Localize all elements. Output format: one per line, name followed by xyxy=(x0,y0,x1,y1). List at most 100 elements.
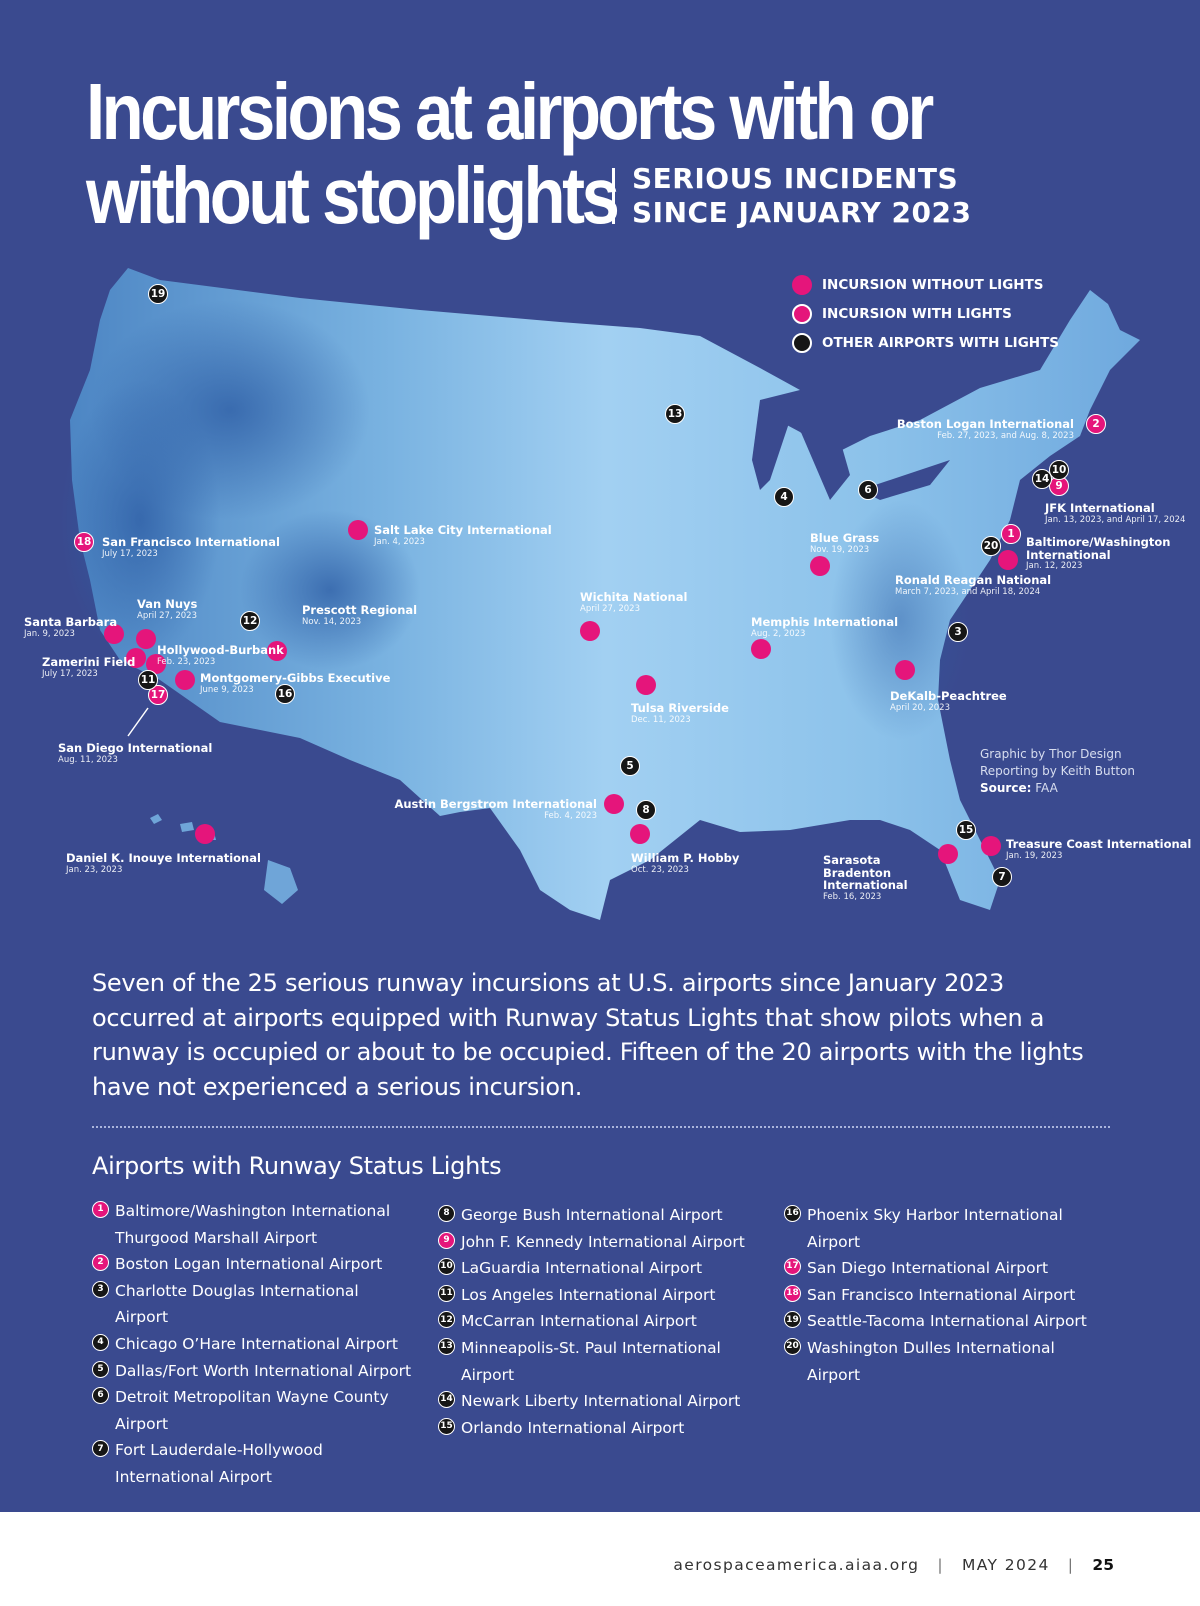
airport-list-item: 6 Detroit Metropolitan Wayne County Airpo… xyxy=(92,1384,415,1437)
hawaii-islands xyxy=(150,814,298,904)
airport-name: Charlotte Douglas International Airport xyxy=(115,1281,359,1327)
airport-name: Detroit Metropolitan Wayne County Airpor… xyxy=(115,1388,389,1433)
marker-montgomery xyxy=(175,670,195,690)
marker-burbank xyxy=(146,654,166,674)
marker-13: 13 xyxy=(665,404,685,424)
marker-zamerini xyxy=(126,648,146,668)
airport-list-item: 18 San Francisco International Airport xyxy=(784,1282,1107,1309)
label-zamerini: Zamerini Field July 17, 2023 xyxy=(42,655,136,679)
marker-14: 14 xyxy=(1032,469,1052,489)
label-santa-barbara: Santa Barbara Jan. 9, 2023 xyxy=(24,615,118,639)
page-footer: aerospaceamerica.aiaa.org | MAY 2024 | 2… xyxy=(0,1512,1200,1606)
marker-15: 15 xyxy=(956,820,976,840)
credit-graphic: Graphic by Thor Design xyxy=(980,747,1122,761)
marker-prescott xyxy=(267,641,287,661)
page-title: Incursions at airports with or without s… xyxy=(86,70,934,240)
marker-reagan xyxy=(998,550,1018,570)
marker-16: 16 xyxy=(275,684,295,704)
airport-list-item: 20 Washington Dulles International Airpor… xyxy=(784,1335,1107,1388)
airport-list-item: 15 Orlando International Airport xyxy=(438,1415,761,1442)
airport-number-badge: 3 xyxy=(92,1280,109,1298)
legend-dot-icon xyxy=(792,275,812,295)
marker-austin xyxy=(604,794,624,814)
marker-5: 5 xyxy=(620,756,640,776)
airport-name: Minneapolis-St. Paul International Airpo… xyxy=(461,1338,721,1384)
airport-number-badge: 1 xyxy=(92,1201,109,1218)
airport-name: George Bush International Airport xyxy=(461,1206,723,1224)
legend-dot-icon xyxy=(792,304,812,324)
airport-number-badge: 11 xyxy=(438,1284,455,1302)
airport-list-item: 16 Phoenix Sky Harbor International Airpo… xyxy=(784,1202,1107,1255)
marker-8: 8 xyxy=(636,800,656,820)
airport-name: San Diego International Airport xyxy=(807,1259,1049,1278)
airport-list-column-2: 8 George Bush International Airport 9 John … xyxy=(438,1202,761,1441)
airport-number-badge: 7 xyxy=(92,1440,109,1458)
airport-list-item: 8 George Bush International Airport xyxy=(438,1202,761,1229)
airport-number-badge: 10 xyxy=(438,1258,455,1276)
airport-name: Chicago O’Hare International Airport xyxy=(115,1334,398,1353)
marker-hobby xyxy=(630,824,650,844)
marker-19: 19 xyxy=(148,284,168,304)
airport-name: Washington Dulles International Airport xyxy=(807,1338,1055,1384)
airport-name: Baltimore/Washington International Thurg… xyxy=(115,1202,391,1247)
airport-list-item: 2 Boston Logan International Airport xyxy=(92,1251,415,1278)
legend-item-other-airports: OTHER AIRPORTS WITH LIGHTS xyxy=(792,332,1059,354)
footer-site: aerospaceamerica.aiaa.org xyxy=(673,1556,920,1574)
marker-1: 1 xyxy=(1001,524,1021,544)
credit-reporting: Reporting by Keith Button xyxy=(980,764,1135,778)
credit-source: Source: FAA xyxy=(980,781,1058,795)
airport-number-badge: 13 xyxy=(438,1337,455,1355)
marker-20: 20 xyxy=(981,536,1001,556)
marker-4: 4 xyxy=(774,487,794,507)
subtitle-line-1: SERIOUS INCIDENTS xyxy=(632,162,959,195)
airport-list-item: 19 Seattle-Tacoma International Airport xyxy=(784,1308,1107,1335)
legend-item-without-lights: INCURSION WITHOUT LIGHTS xyxy=(792,274,1044,296)
marker-17: 17 xyxy=(148,685,168,705)
airport-list-column-1: 1 Baltimore/Washington International Thur… xyxy=(92,1198,415,1491)
san-diego-pointer xyxy=(127,707,149,737)
legend-dot-icon xyxy=(792,333,812,353)
airport-list-item: 7 Fort Lauderdale-Hollywood International… xyxy=(92,1437,415,1490)
label-boston: Boston Logan International Feb. 27, 2023,… xyxy=(896,417,1074,441)
label-reagan: Ronald Reagan National March 7, 2023, and… xyxy=(895,573,1052,597)
footer-text: aerospaceamerica.aiaa.org | MAY 2024 | 2… xyxy=(673,1556,1114,1574)
airport-list-item: 11 Los Angeles International Airport xyxy=(438,1282,761,1309)
label-burbank: Hollywood-Burbank Feb. 23, 2023 xyxy=(157,643,284,667)
marker-wichita xyxy=(580,621,600,641)
marker-3: 3 xyxy=(948,622,968,642)
dotted-divider xyxy=(92,1126,1110,1128)
airport-number-badge: 12 xyxy=(438,1311,455,1329)
marker-blue-grass xyxy=(810,556,830,576)
marker-santa-barbara xyxy=(104,624,124,644)
airport-list-item: 5 Dallas/Fort Worth International Airport xyxy=(92,1358,415,1385)
marker-dekalb xyxy=(895,660,915,680)
airport-name: McCarran International Airport xyxy=(461,1312,697,1331)
label-wichita: Wichita National April 27, 2023 xyxy=(580,590,688,614)
label-prescott: Prescott Regional Nov. 14, 2023 xyxy=(302,603,418,627)
marker-18: 18 xyxy=(74,532,94,552)
airport-name: Orlando International Airport xyxy=(461,1418,685,1437)
marker-salt-lake xyxy=(348,520,368,540)
airport-number-badge: 6 xyxy=(92,1387,109,1405)
airport-number-badge: 18 xyxy=(784,1284,801,1302)
airport-name: Seattle-Tacoma International Airport xyxy=(807,1312,1087,1331)
airport-number-badge: 19 xyxy=(784,1311,801,1329)
marker-memphis xyxy=(751,639,771,659)
airport-list-item: 14 Newark Liberty International Airport xyxy=(438,1388,761,1415)
airport-list-item: 13 Minneapolis-St. Paul International Air… xyxy=(438,1335,761,1388)
label-jfk: JFK International Jan. 13, 2023, and Apri… xyxy=(1045,501,1186,525)
footer-issue: MAY 2024 xyxy=(961,1556,1050,1574)
airport-number-badge: 17 xyxy=(784,1258,801,1276)
label-tulsa: Tulsa Riverside Dec. 11, 2023 xyxy=(631,701,729,725)
airport-name: Boston Logan International Airport xyxy=(115,1255,383,1274)
great-lakes xyxy=(752,390,800,490)
subtitle-line-2: SINCE JANUARY 2023 xyxy=(632,196,972,229)
airport-list-column-3: 16 Phoenix Sky Harbor International Airpo… xyxy=(784,1202,1107,1388)
us-map-graphic xyxy=(60,268,1140,920)
marker-11: 11 xyxy=(138,670,158,690)
airport-list-item: 4 Chicago O’Hare International Airport xyxy=(92,1331,415,1358)
label-dekalb: DeKalb-Peachtree April 20, 2023 xyxy=(890,689,1007,713)
airport-list-item: 12 McCarran International Airport xyxy=(438,1308,761,1335)
title-line-2: without stoplights xyxy=(86,151,620,240)
airport-list-title: Airports with Runway Status Lights xyxy=(92,1152,502,1180)
